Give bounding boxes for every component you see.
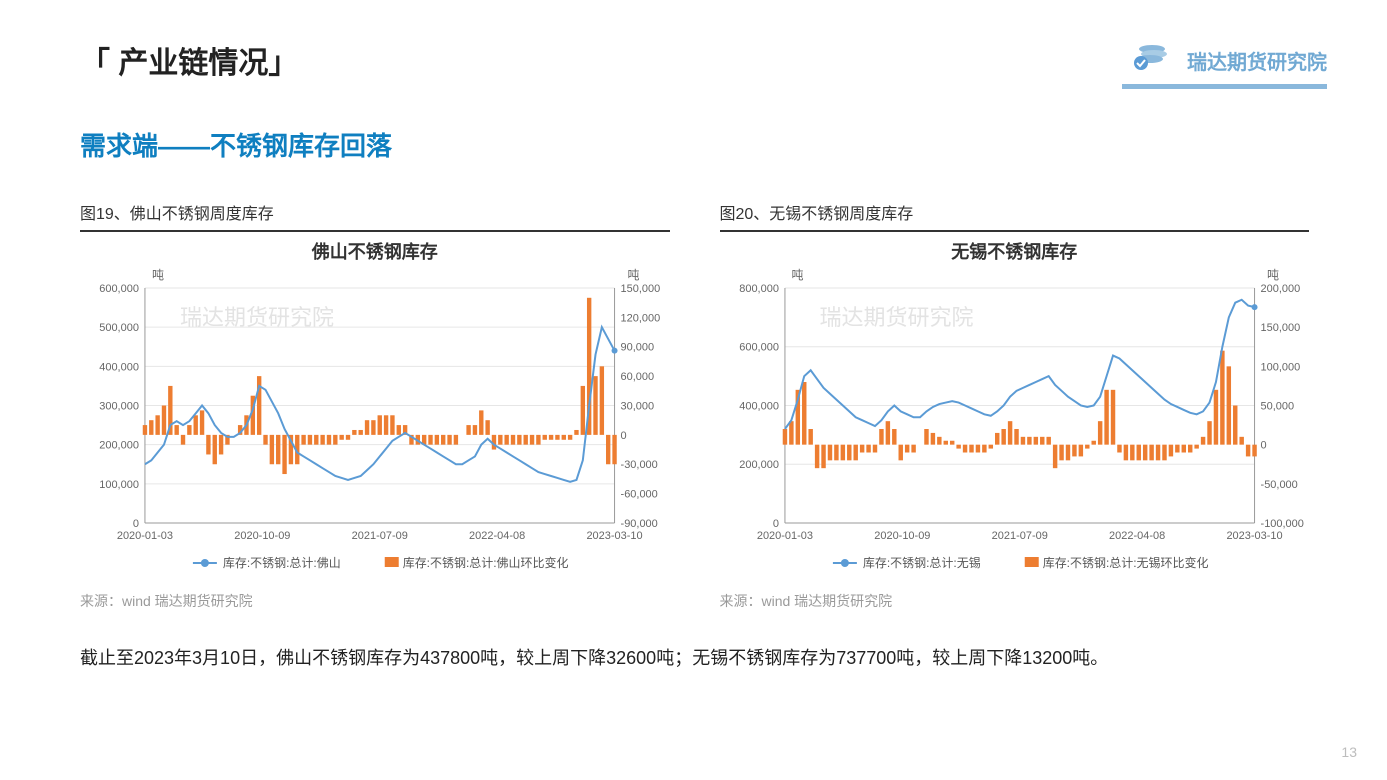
svg-text:600,000: 600,000 — [99, 283, 139, 295]
svg-text:200,000: 200,000 — [99, 439, 139, 451]
svg-text:2023-03-10: 2023-03-10 — [1226, 529, 1282, 541]
svg-text:-60,000: -60,000 — [621, 488, 658, 500]
logo: 瑞达期货研究院 — [1127, 43, 1327, 78]
section-subtitle: 需求端——不锈钢库存回落 — [80, 126, 392, 163]
logo-underline — [1122, 84, 1327, 89]
svg-text:2023-03-10: 2023-03-10 — [586, 529, 642, 541]
chart-left: 0 100,000 200,000 300,000 400,000 500,000 600,… — [80, 283, 670, 583]
svg-text:150,000: 150,000 — [1260, 322, 1300, 334]
svg-text:200,000: 200,000 — [1260, 283, 1300, 295]
svg-text:30,000: 30,000 — [621, 400, 655, 412]
svg-text:库存:不锈钢:总计:佛山环比变化: 库存:不锈钢:总计:佛山环比变化 — [403, 554, 569, 569]
logo-text: 瑞达期货研究院 — [1187, 46, 1327, 75]
svg-text:0: 0 — [133, 517, 139, 529]
coins-check-icon — [1127, 43, 1177, 78]
svg-text:90,000: 90,000 — [621, 341, 655, 353]
chart-right-title: 无锡不锈钢库存 — [720, 238, 1310, 264]
svg-text:-50,000: -50,000 — [1260, 478, 1297, 490]
y-left-unit: 吨 — [792, 266, 804, 283]
chart-right-source: 来源：wind 瑞达期货研究院 — [720, 591, 1310, 611]
svg-text:60,000: 60,000 — [621, 371, 655, 383]
svg-text:2020-10-09: 2020-10-09 — [874, 529, 930, 541]
svg-text:50,000: 50,000 — [1260, 400, 1294, 412]
divider — [80, 230, 670, 232]
y-right-unit: 吨 — [627, 266, 639, 283]
page-title: 「 产业链情况」 — [80, 38, 298, 82]
svg-text:库存:不锈钢:总计:佛山: 库存:不锈钢:总计:佛山 — [223, 554, 341, 569]
page-number: 13 — [1341, 744, 1357, 760]
chart-right: 0 200,000 400,000 600,000 800,000 -100,000 -50… — [720, 283, 1310, 583]
svg-text:150,000: 150,000 — [621, 283, 661, 295]
svg-text:0: 0 — [621, 429, 627, 441]
svg-text:-30,000: -30,000 — [621, 459, 658, 471]
summary-paragraph: 截止至2023年3月10日，佛山不锈钢库存为437800吨，较上周下降32600… — [80, 644, 1309, 673]
svg-text:2020-01-03: 2020-01-03 — [117, 529, 173, 541]
svg-text:-100,000: -100,000 — [1260, 517, 1303, 529]
svg-text:400,000: 400,000 — [739, 400, 779, 412]
svg-text:2020-10-09: 2020-10-09 — [234, 529, 290, 541]
chart-left-caption: 图19、佛山不锈钢周度库存 — [80, 200, 670, 224]
svg-text:2022-04-08: 2022-04-08 — [469, 529, 525, 541]
svg-text:600,000: 600,000 — [739, 341, 779, 353]
y-right-unit: 吨 — [1267, 266, 1279, 283]
svg-text:300,000: 300,000 — [99, 400, 139, 412]
svg-text:200,000: 200,000 — [739, 459, 779, 471]
svg-text:400,000: 400,000 — [99, 361, 139, 373]
chart-left-source: 来源：wind 瑞达期货研究院 — [80, 591, 670, 611]
svg-text:-90,000: -90,000 — [621, 517, 658, 529]
y-left-unit: 吨 — [152, 266, 164, 283]
svg-text:120,000: 120,000 — [621, 312, 661, 324]
svg-text:库存:不锈钢:总计:无锡: 库存:不锈钢:总计:无锡 — [862, 554, 980, 569]
svg-text:2021-07-09: 2021-07-09 — [352, 529, 408, 541]
svg-text:100,000: 100,000 — [99, 478, 139, 490]
chart-right-container: 图20、无锡不锈钢周度库存 无锡不锈钢库存 吨 吨 瑞达期货研究院 0200,0… — [720, 200, 1310, 611]
svg-text:2021-07-09: 2021-07-09 — [991, 529, 1047, 541]
svg-text:2020-01-03: 2020-01-03 — [756, 529, 812, 541]
svg-text:0: 0 — [772, 517, 778, 529]
svg-text:500,000: 500,000 — [99, 322, 139, 334]
svg-text:100,000: 100,000 — [1260, 361, 1300, 373]
svg-text:800,000: 800,000 — [739, 283, 779, 295]
svg-text:库存:不锈钢:总计:无锡环比变化: 库存:不锈钢:总计:无锡环比变化 — [1042, 554, 1208, 569]
chart-right-caption: 图20、无锡不锈钢周度库存 — [720, 200, 1310, 224]
chart-left-container: 图19、佛山不锈钢周度库存 佛山不锈钢库存 吨 吨 瑞达期货研究院 0100,0… — [80, 200, 670, 611]
svg-text:2022-04-08: 2022-04-08 — [1109, 529, 1165, 541]
svg-text:0: 0 — [1260, 439, 1266, 451]
chart-left-title: 佛山不锈钢库存 — [80, 238, 670, 264]
divider — [720, 230, 1310, 232]
